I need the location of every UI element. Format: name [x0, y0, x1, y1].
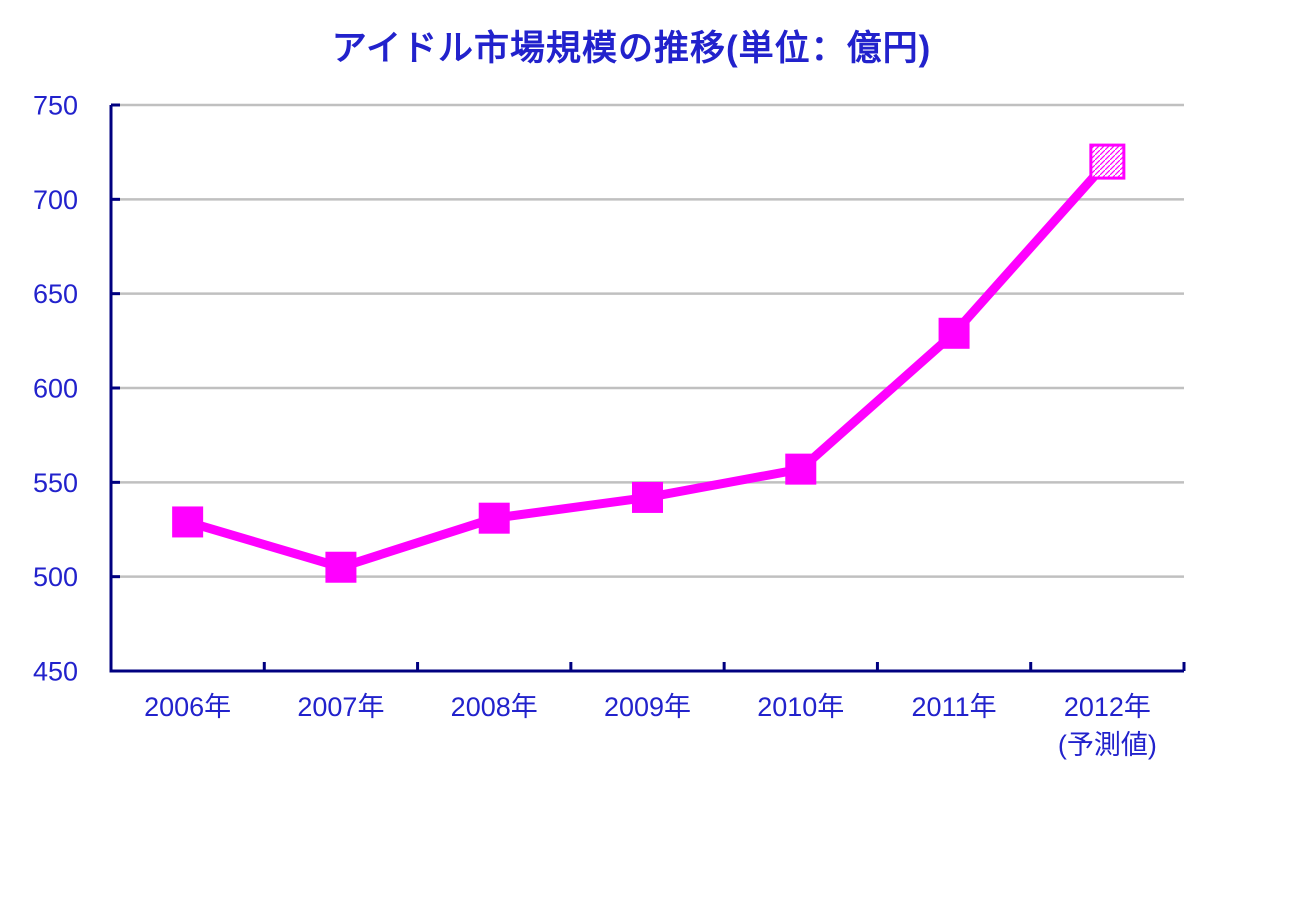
- x-tick-label: 2011年: [912, 692, 997, 722]
- data-series: [172, 143, 1126, 583]
- x-tick-label: 2010年: [757, 692, 844, 722]
- y-tick-label: 500: [33, 562, 78, 592]
- data-point-marker: [785, 453, 817, 485]
- x-tick-label: 2007年: [297, 692, 384, 722]
- x-tick-label: 2006年: [144, 692, 231, 722]
- x-tick-label: 2009年: [604, 692, 691, 722]
- y-tick-label: 750: [33, 90, 78, 120]
- y-tick-label: 550: [33, 468, 78, 498]
- forecast-note-label: (予測値): [1058, 730, 1157, 760]
- chart-title: アイドル市場規模の推移(単位：億円): [331, 29, 932, 68]
- data-point-marker: [325, 551, 357, 583]
- forecast-marker-hatched: [1089, 143, 1126, 180]
- data-point-marker: [632, 481, 663, 513]
- axis-ticks: [111, 103, 1186, 673]
- data-point-marker: [938, 317, 970, 349]
- data-point-marker: [172, 506, 204, 538]
- x-tick-label: 2012年: [1064, 692, 1151, 722]
- axis-labels: 450 500 550 600 650 700 750 2006年 2007年 2008年 2009…: [33, 90, 1157, 760]
- data-point-marker: [478, 502, 510, 534]
- y-tick-label: 650: [33, 279, 78, 309]
- y-tick-label: 700: [33, 185, 78, 215]
- x-tick-label: 2008年: [451, 692, 538, 722]
- y-tick-label: 600: [33, 373, 78, 403]
- y-tick-label: 450: [33, 656, 78, 686]
